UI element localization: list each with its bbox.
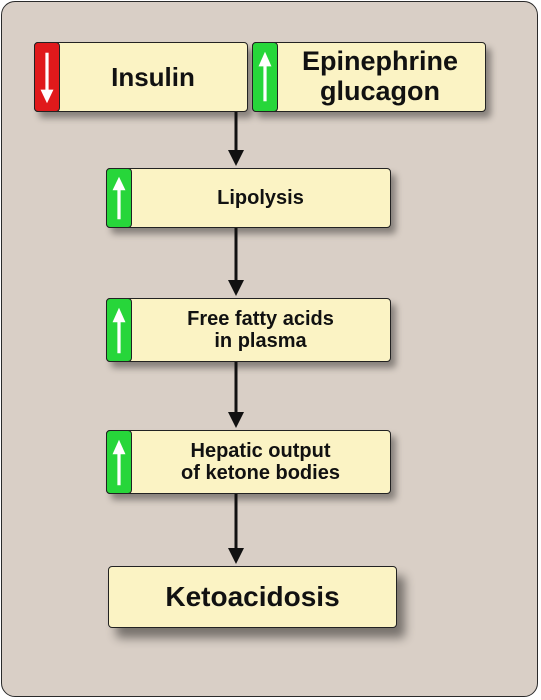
- ffa-label-line2: in plasma: [214, 330, 307, 352]
- arrow-up-icon: [258, 51, 272, 102]
- arrow-down-icon: [40, 52, 54, 104]
- arrow-up-icon: [112, 176, 126, 220]
- arrow-up-icon: [112, 439, 126, 486]
- hepatic-up-badge: [106, 430, 132, 494]
- lipolysis-up-badge: [106, 168, 132, 228]
- ketoacidosis-label: Ketoacidosis: [165, 580, 340, 612]
- arrow-up-icon: [112, 307, 126, 354]
- lipolysis-box: Lipolysis: [106, 168, 391, 228]
- ffa-up-badge: [106, 298, 132, 362]
- hepatic-label-line1: Hepatic output: [190, 440, 331, 462]
- ketoacidosis-box: Ketoacidosis: [108, 566, 397, 628]
- epinephrine-glucagon-box: Epinephrine glucagon: [252, 42, 486, 112]
- ffa-label-line1: Free fatty acids: [187, 308, 334, 330]
- insulin-label: Insulin: [111, 61, 195, 92]
- hepatic-label-line2: of ketone bodies: [181, 462, 340, 484]
- hormones-up-badge: [252, 42, 278, 112]
- lipolysis-label: Lipolysis: [217, 187, 304, 209]
- glucagon-label: glucagon: [320, 76, 440, 106]
- insulin-box: Insulin: [34, 42, 248, 112]
- hepatic-output-box: Hepatic output of ketone bodies: [106, 430, 391, 494]
- insulin-down-badge: [34, 42, 60, 112]
- free-fatty-acids-box: Free fatty acids in plasma: [106, 298, 391, 362]
- epinephrine-label: Epinephrine: [301, 46, 458, 77]
